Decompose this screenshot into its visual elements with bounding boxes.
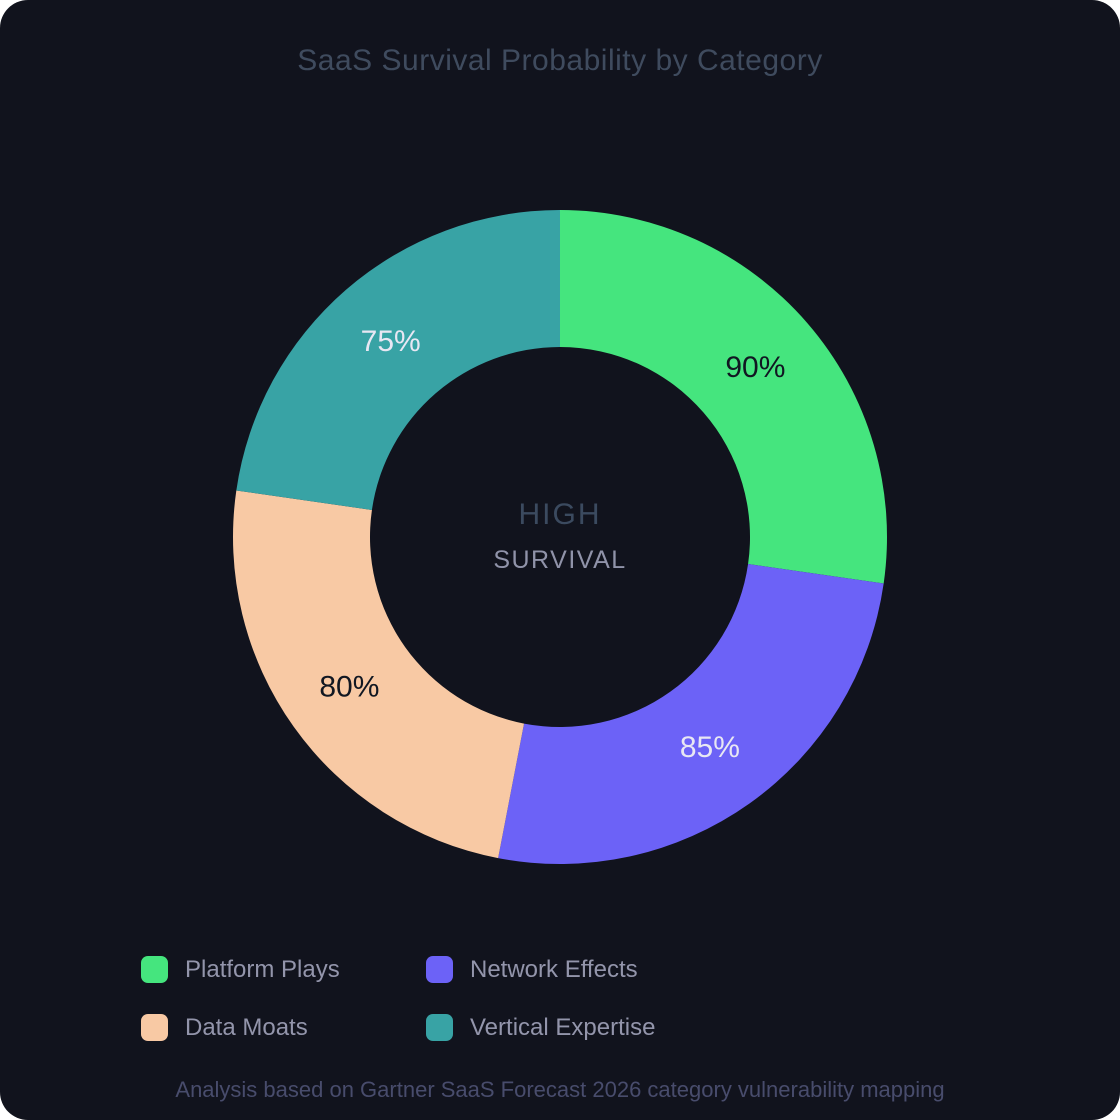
legend: Platform Plays Network Effects Data Moat… xyxy=(141,956,711,1041)
slice-value-label: 80% xyxy=(319,670,379,703)
legend-label: Data Moats xyxy=(185,1013,308,1041)
legend-item-data-moats[interactable]: Data Moats xyxy=(141,1014,426,1041)
pie-slice-data-moats[interactable] xyxy=(233,490,525,859)
legend-label: Platform Plays xyxy=(185,955,340,983)
slice-value-label: 90% xyxy=(725,351,785,384)
legend-swatch-data-moats-icon xyxy=(141,1014,168,1041)
pie-slice-vertical-expertise[interactable] xyxy=(236,210,560,510)
chart-title: SaaS Survival Probability by Category xyxy=(297,44,823,77)
center-label-line2: SURVIVAL xyxy=(493,546,627,574)
legend-label: Vertical Expertise xyxy=(470,1013,656,1041)
legend-item-network-effects[interactable]: Network Effects xyxy=(426,956,711,983)
donut-center-label: HIGH SURVIVAL xyxy=(390,498,730,575)
slice-value-label: 85% xyxy=(680,731,740,764)
legend-swatch-vertical-expertise-icon xyxy=(426,1014,453,1041)
legend-swatch-platform-plays-icon xyxy=(141,956,168,983)
legend-label: Network Effects xyxy=(470,955,638,983)
legend-item-platform-plays[interactable]: Platform Plays xyxy=(141,956,426,983)
legend-item-vertical-expertise[interactable]: Vertical Expertise xyxy=(426,1014,711,1041)
center-label-line1: HIGH xyxy=(518,498,602,531)
slice-value-label: 75% xyxy=(361,325,421,358)
chart-footer-note: Analysis based on Gartner SaaS Forecast … xyxy=(175,1077,945,1102)
pie-slice-platform-plays[interactable] xyxy=(560,210,887,584)
pie-slice-network-effects[interactable] xyxy=(498,564,884,865)
legend-swatch-network-effects-icon xyxy=(426,956,453,983)
